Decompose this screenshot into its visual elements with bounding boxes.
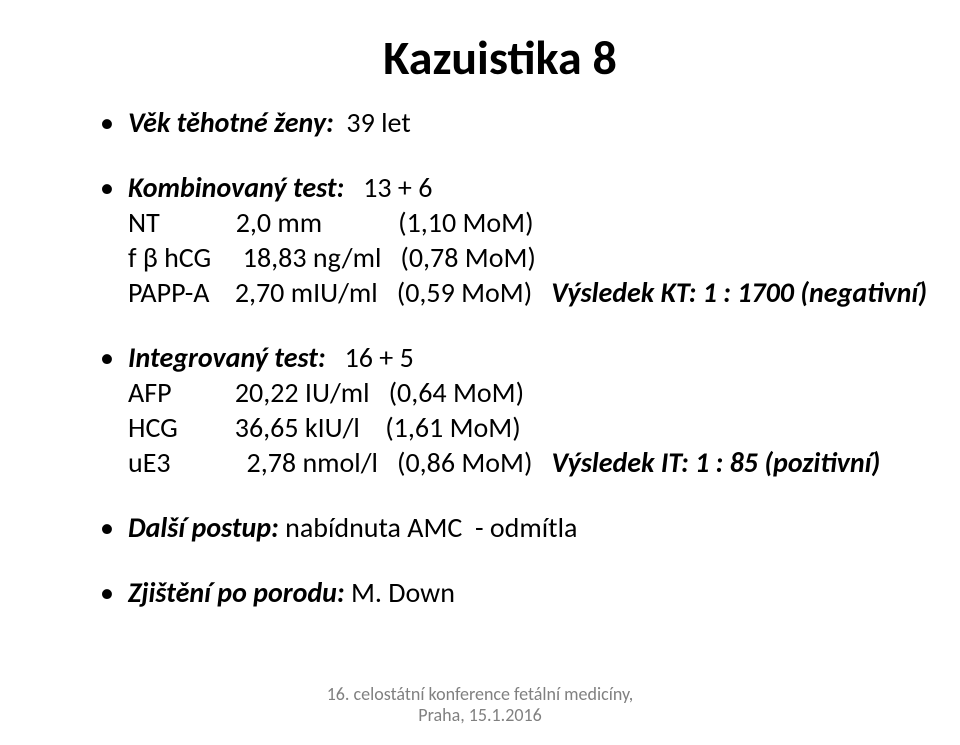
kt-nt-val: 2,0 mm (236, 205, 322, 240)
kt-fbhcg: f β hCG 18,83 ng/ml (0,78 MoM) (100, 240, 900, 275)
slide-title: Kazuistika 8 (100, 28, 900, 87)
kt-nt: NT 2,0 mm (1,10 MoM) (100, 205, 900, 240)
footer-line1: 16. celostátní konference fetální medicí… (0, 684, 960, 706)
it-afp-val: 20,22 IU/ml (235, 375, 370, 410)
age-group: Věk těhotné ženy: 39 let (100, 105, 900, 140)
postup-value: nabídnuta AMC - odmítla (285, 510, 577, 545)
age-label: Věk těhotné ženy: (128, 105, 334, 140)
integrovany-gest: 16 + 5 (345, 340, 414, 375)
it-hcg-name: HCG (128, 410, 178, 445)
kt-result: Výsledek KT: 1 : 1700 (negativní) (551, 275, 927, 310)
it-hcg: HCG 36,65 kIU/l (1,61 MoM) (100, 410, 900, 445)
kt-pappa-name: PAPP-A (128, 275, 209, 310)
it-afp-mom: (0,64 MoM) (389, 375, 525, 410)
kt-fbhcg-val: 18,83 ng/ml (243, 240, 382, 275)
age-value: 39 let (346, 105, 410, 140)
kt-fbhcg-mom: (0,78 MoM) (400, 240, 536, 275)
zjisteni-label: Zjištění po porodu: (128, 575, 345, 610)
kombinovany-header: Kombinovaný test: 13 + 6 (100, 170, 900, 205)
kt-nt-name: NT (128, 205, 160, 240)
it-afp-name: AFP (128, 375, 172, 410)
kombinovany-label: Kombinovaný test: (128, 170, 344, 205)
zjisteni-value: M. Down (351, 575, 455, 610)
zjisteni-group: Zjištění po porodu: M. Down (100, 575, 900, 610)
postup-label: Další postup: (128, 510, 279, 545)
kombinovany-gest: 13 + 6 (363, 170, 432, 205)
footer-line2: Praha, 15.1.2016 (0, 705, 960, 727)
it-hcg-val: 36,65 kIU/l (235, 410, 360, 445)
kt-fbhcg-name: f β hCG (128, 240, 211, 275)
integrovany-header: Integrovaný test: 16 + 5 (100, 340, 900, 375)
postup-group: Další postup: nabídnuta AMC - odmítla (100, 510, 900, 545)
kt-pappa-val: 2,70 mIU/ml (235, 275, 378, 310)
it-result: Výsledek IT: 1 : 85 (pozitivní) (551, 445, 880, 480)
integrovany-group: Integrovaný test: 16 + 5 AFP 20,22 IU/ml… (100, 340, 900, 480)
it-ue3: uE3 2,78 nmol/l (0,86 MoM) Výsledek IT: … (100, 445, 900, 480)
it-ue3-mom: (0,86 MoM) (397, 445, 533, 480)
kt-nt-mom: (1,10 MoM) (398, 205, 534, 240)
zjisteni-line: Zjištění po porodu: M. Down (100, 575, 900, 610)
kt-pappa: PAPP-A 2,70 mIU/ml (0,59 MoM) Výsledek K… (100, 275, 900, 310)
footer: 16. celostátní konference fetální medicí… (0, 684, 960, 727)
it-hcg-mom: (1,61 MoM) (385, 410, 521, 445)
age-line: Věk těhotné ženy: 39 let (100, 105, 900, 140)
integrovany-label: Integrovaný test: (128, 340, 326, 375)
it-afp: AFP 20,22 IU/ml (0,64 MoM) (100, 375, 900, 410)
postup-line: Další postup: nabídnuta AMC - odmítla (100, 510, 900, 545)
slide: Kazuistika 8 Věk těhotné ženy: 39 let Ko… (0, 0, 960, 745)
it-ue3-name: uE3 (128, 445, 171, 480)
it-ue3-val: 2,78 nmol/l (247, 445, 378, 480)
kombinovany-group: Kombinovaný test: 13 + 6 NT 2,0 mm (1,10… (100, 170, 900, 310)
kt-pappa-mom: (0,59 MoM) (397, 275, 533, 310)
